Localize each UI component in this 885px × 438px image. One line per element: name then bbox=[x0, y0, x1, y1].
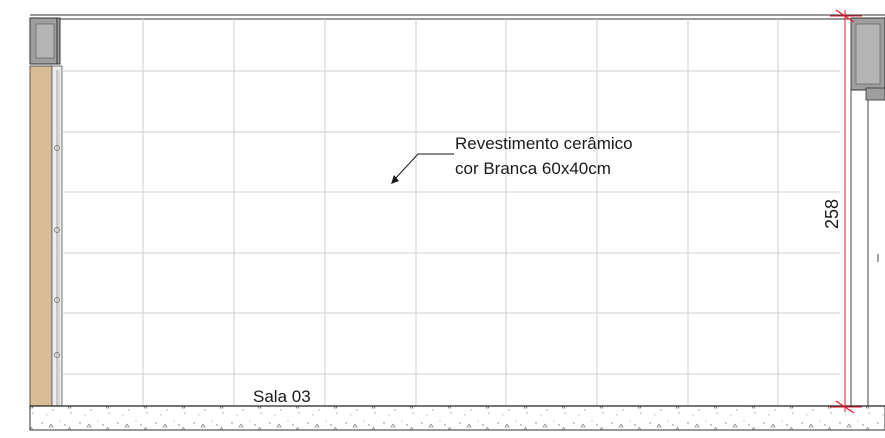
annotation-line-1: Revestimento cerâmico bbox=[455, 134, 633, 153]
left-column bbox=[29, 17, 61, 65]
floor-slab bbox=[29, 405, 885, 431]
dimension-line bbox=[830, 9, 862, 414]
right-column bbox=[850, 17, 885, 406]
room-label: Sala 03 bbox=[253, 387, 311, 406]
tile-grid bbox=[62, 19, 840, 406]
top-slab bbox=[30, 14, 885, 20]
annotation-leader bbox=[391, 153, 454, 184]
annotation-line-2: cor Branca 60x40cm bbox=[455, 159, 611, 178]
left-wall-section bbox=[29, 65, 63, 407]
dimension-label: 258 bbox=[822, 199, 842, 229]
